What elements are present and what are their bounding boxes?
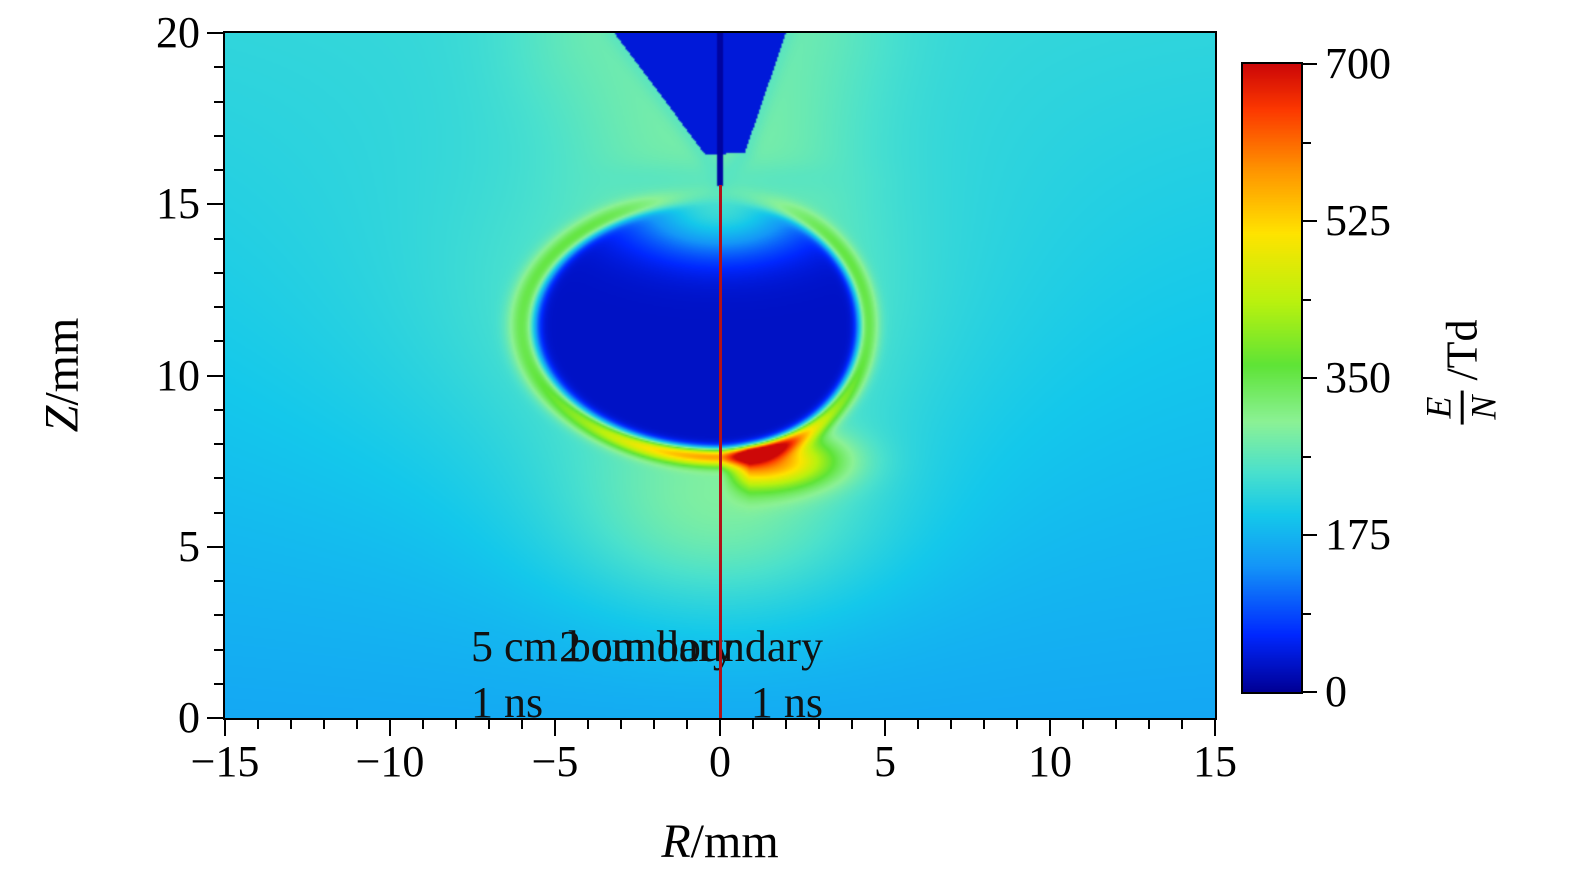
y-minor-tick xyxy=(214,648,223,651)
x-tick-label: −5 xyxy=(531,737,579,786)
x-minor-tick xyxy=(257,720,259,729)
x-minor-tick xyxy=(290,720,292,729)
x-minor-tick xyxy=(752,720,754,729)
x-minor-tick xyxy=(587,720,589,729)
y-major-tick xyxy=(207,717,223,719)
x-minor-tick xyxy=(653,720,655,729)
x-major-tick xyxy=(1214,720,1216,736)
y-minor-tick xyxy=(214,66,223,69)
x-minor-tick xyxy=(818,720,820,729)
y-minor-tick xyxy=(214,477,223,480)
x-minor-tick xyxy=(950,720,952,729)
x-major-tick xyxy=(719,720,721,736)
x-minor-tick xyxy=(356,720,358,729)
x-major-tick xyxy=(224,720,226,736)
x-minor-tick xyxy=(1148,720,1150,729)
x-minor-tick xyxy=(1082,720,1084,729)
heatmap-canvas xyxy=(225,33,1215,718)
y-minor-tick xyxy=(214,271,223,274)
x-minor-tick xyxy=(1115,720,1117,729)
plot-area: 5 cm boundary 1 ns 2 cm boundary 1 ns xyxy=(225,33,1215,727)
x-minor-tick xyxy=(521,720,523,729)
x-major-tick xyxy=(554,720,556,736)
y-minor-tick xyxy=(214,340,223,343)
y-major-tick xyxy=(207,374,223,377)
y-minor-tick xyxy=(214,169,223,171)
colorbar-minor-tick xyxy=(1303,612,1311,615)
x-tick-label: 15 xyxy=(1193,737,1237,786)
y-minor-tick xyxy=(214,306,223,308)
colorbar-tick-label: 0 xyxy=(1325,667,1347,716)
x-minor-tick xyxy=(686,720,688,729)
colorbar-tick-label: 700 xyxy=(1325,39,1391,88)
right-panel-annotation: 2 cm boundary 1 ns xyxy=(559,619,823,731)
y-tick-label: 20 xyxy=(156,8,200,57)
colorbar-major-tick xyxy=(1303,534,1317,536)
colorbar-numerator: E xyxy=(1418,396,1459,419)
y-tick-label: 0 xyxy=(178,693,200,742)
y-minor-tick xyxy=(214,614,223,617)
colorbar-label: E N /Td xyxy=(1418,319,1504,425)
x-minor-tick xyxy=(917,720,919,729)
colorbar-tick-label: 525 xyxy=(1325,196,1391,245)
x-major-tick xyxy=(389,720,391,736)
y-minor-tick xyxy=(214,682,223,685)
x-tick-label: −15 xyxy=(190,737,260,786)
x-axis-label: R/mm xyxy=(661,814,778,869)
colorbar-major-tick xyxy=(1303,220,1317,222)
y-major-tick xyxy=(207,32,223,34)
x-major-tick xyxy=(1049,720,1051,736)
colorbar-gradient-canvas xyxy=(1243,64,1301,692)
x-tick-label: 5 xyxy=(874,737,896,786)
y-tick-label: 10 xyxy=(156,350,200,400)
x-minor-tick xyxy=(455,720,457,729)
left-panel-annotation: 5 cm boundary 1 ns xyxy=(471,619,735,731)
y-minor-tick xyxy=(214,511,223,514)
colorbar-minor-tick xyxy=(1303,298,1311,301)
x-axis-variable: R xyxy=(661,815,691,868)
x-axis-unit: /mm xyxy=(690,815,779,868)
x-major-tick xyxy=(884,720,886,736)
left-boundary-label: 5 cm boundary xyxy=(471,622,735,671)
colorbar-tick-label: 175 xyxy=(1325,510,1391,559)
x-minor-tick xyxy=(422,720,424,729)
colorbar-denominator: N xyxy=(1463,395,1504,420)
x-minor-tick xyxy=(785,720,787,729)
colorbar xyxy=(1243,64,1301,692)
y-minor-tick xyxy=(214,580,223,582)
colorbar-major-tick xyxy=(1303,377,1317,379)
y-minor-tick xyxy=(214,237,223,240)
colorbar-unit: /Td xyxy=(1437,319,1487,381)
y-axis-variable: Z xyxy=(35,405,89,433)
x-minor-tick xyxy=(1016,720,1018,729)
x-minor-tick xyxy=(488,720,490,729)
y-tick-label: 5 xyxy=(178,521,200,571)
y-tick-label: 15 xyxy=(156,179,200,229)
x-tick-label: 0 xyxy=(709,737,731,786)
x-tick-label: −10 xyxy=(355,737,425,786)
y-minor-tick xyxy=(214,408,223,411)
y-minor-tick xyxy=(214,134,223,137)
colorbar-tick-label: 350 xyxy=(1325,353,1391,402)
y-axis-unit: /mm xyxy=(35,317,89,406)
y-axis-label: Z/mm xyxy=(35,318,90,433)
x-minor-tick xyxy=(1181,720,1183,729)
colorbar-minor-tick xyxy=(1303,141,1311,144)
colorbar-fraction: E N xyxy=(1418,390,1504,425)
colorbar-minor-tick xyxy=(1303,455,1311,458)
colorbar-major-tick xyxy=(1303,63,1317,65)
right-boundary-label: 2 cm boundary xyxy=(559,622,823,671)
x-tick-label: 10 xyxy=(1028,737,1072,786)
y-major-tick xyxy=(207,545,223,548)
x-minor-tick xyxy=(323,720,325,729)
x-minor-tick xyxy=(620,720,622,729)
y-major-tick xyxy=(207,203,223,206)
right-time-label: 1 ns xyxy=(750,678,823,727)
x-minor-tick xyxy=(851,720,853,729)
x-minor-tick xyxy=(983,720,985,729)
y-minor-tick xyxy=(214,100,223,103)
y-minor-tick xyxy=(214,443,223,445)
colorbar-major-tick xyxy=(1303,691,1317,693)
